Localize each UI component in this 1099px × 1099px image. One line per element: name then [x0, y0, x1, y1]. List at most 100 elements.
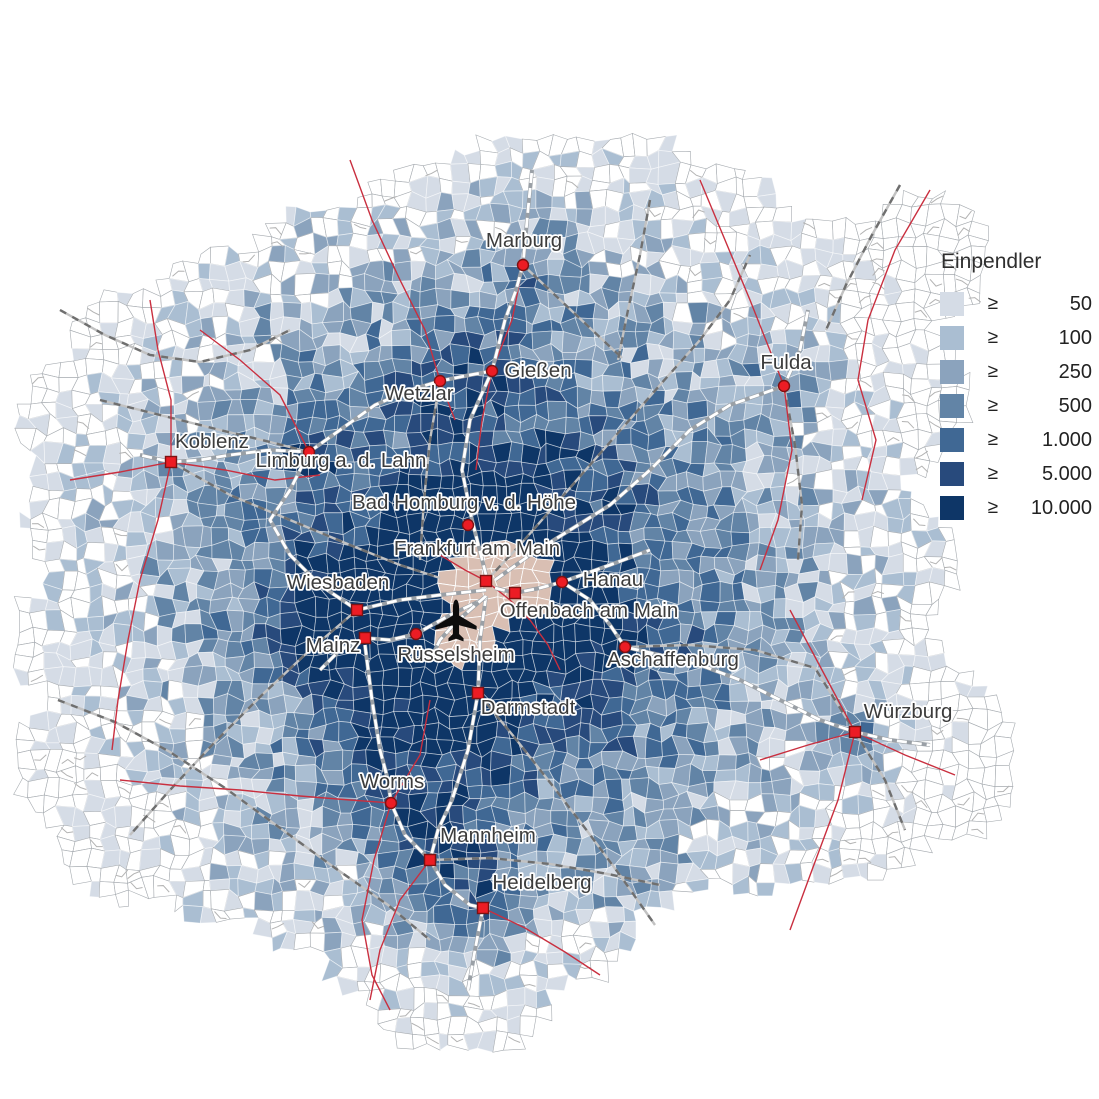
- city-marker-fulda: [777, 379, 791, 393]
- city-label-frankfurt: Frankfurt am Main: [394, 537, 560, 560]
- city-label-marburg: Marburg: [486, 229, 562, 252]
- city-label-offenbach: Offenbach am Main: [500, 599, 679, 622]
- municipality-cell: [185, 726, 204, 742]
- municipality-cell: [632, 132, 648, 157]
- municipality-cell: [139, 361, 156, 380]
- municipality-cell: [522, 769, 539, 781]
- municipality-cell: [28, 710, 50, 732]
- municipality-cell: [699, 600, 721, 613]
- municipality-cell: [397, 667, 413, 687]
- municipality-cell: [675, 292, 689, 304]
- municipality-cell: [174, 894, 184, 913]
- municipality-cell: [913, 318, 933, 331]
- legend-rows: ≥50 ≥100 ≥250 ≥500 ≥1.000 ≥5.000 ≥10.000: [940, 287, 1092, 525]
- municipality-cell: [909, 613, 929, 631]
- municipality-cell: [813, 469, 834, 491]
- municipality-cell: [615, 427, 632, 446]
- municipality-cell: [478, 850, 499, 871]
- municipality-cell: [536, 778, 555, 800]
- municipality-cell: [660, 218, 674, 240]
- municipality-cell: [32, 539, 48, 562]
- legend-class-value: 250: [1058, 360, 1092, 383]
- city-label-ruesselsheim: Rüsselsheim: [397, 643, 514, 666]
- municipality-cell: [130, 805, 146, 829]
- municipality-cell: [406, 961, 422, 979]
- city-label-aschaffenburg: Aschaffenburg: [607, 648, 739, 671]
- municipality-cell: [832, 217, 847, 241]
- municipality-cell: [13, 777, 29, 799]
- municipality-cell: [703, 740, 720, 757]
- municipality-cell: [818, 783, 836, 802]
- municipality-cell: [943, 569, 961, 591]
- greater-equal-symbol: ≥: [987, 497, 999, 518]
- municipality-cell: [604, 906, 626, 924]
- municipality-cell: [314, 596, 330, 618]
- municipality-cell: [368, 474, 380, 488]
- city-marker-wuerzburg: [848, 725, 862, 739]
- municipality-cell: [845, 553, 864, 576]
- city-label-bad-homburg: Bad Homburg v. d. Höhe: [352, 491, 576, 514]
- city-label-mainz: Mainz: [306, 634, 361, 657]
- municipality-cell: [367, 178, 383, 197]
- municipality-cell: [202, 713, 215, 728]
- municipality-cell: [755, 554, 777, 573]
- municipality-cell: [394, 1031, 414, 1050]
- municipality-cell: [293, 932, 311, 951]
- city-marker-giessen: [485, 364, 499, 378]
- municipality-cell: [693, 347, 706, 364]
- municipality-cell: [271, 764, 286, 781]
- municipality-cell: [828, 359, 849, 382]
- municipality-cell: [211, 344, 228, 363]
- city-label-wetzlar: Wetzlar: [384, 382, 453, 405]
- municipality-cell: [215, 503, 226, 517]
- municipality-cell: [408, 288, 421, 309]
- municipality-cell: [423, 987, 438, 1004]
- municipality-cell: [394, 1016, 413, 1035]
- municipality-cell: [885, 608, 902, 634]
- greater-equal-symbol: ≥: [987, 361, 999, 382]
- municipality-cell: [469, 290, 481, 308]
- city-marker-frankfurt: [479, 574, 493, 588]
- municipality-cell: [592, 670, 603, 680]
- city-label-hanau: Hanau: [583, 568, 643, 591]
- municipality-cell: [158, 404, 175, 416]
- municipality-cell: [320, 749, 344, 772]
- greater-equal-symbol: ≥: [987, 293, 999, 314]
- map-legend: Einpendler ≥50 ≥100 ≥250 ≥500 ≥1.000 ≥5.000 ≥1…: [940, 250, 1092, 525]
- municipality-cell: [88, 666, 103, 687]
- municipality-cell: [412, 1033, 428, 1050]
- municipality-cell: [574, 622, 591, 643]
- municipality-cell: [925, 598, 940, 616]
- municipality-cell: [715, 385, 737, 405]
- municipality-cell: [506, 986, 526, 1007]
- municipality-cell: [449, 343, 471, 367]
- municipality-cell: [466, 784, 483, 800]
- municipality-cell: [551, 196, 566, 209]
- legend-swatch: [940, 394, 964, 418]
- municipality-cell: [185, 711, 205, 730]
- city-marker-mainz: [358, 631, 372, 645]
- municipality-cell: [719, 581, 735, 604]
- municipality-cell: [391, 344, 412, 361]
- city-marker-mannheim: [423, 853, 437, 867]
- legend-class-value: 50: [1069, 292, 1092, 315]
- municipality-cell: [451, 180, 471, 195]
- legend-row: ≥50: [940, 287, 1092, 321]
- greater-equal-symbol: ≥: [987, 463, 999, 484]
- city-marker-offenbach: [508, 586, 522, 600]
- municipality-cell: [714, 611, 737, 627]
- municipality-cell: [771, 777, 793, 796]
- municipality-cell: [27, 794, 45, 814]
- municipality-cell: [182, 904, 204, 924]
- city-label-worms: Worms: [360, 770, 425, 793]
- municipality-cell: [747, 316, 762, 337]
- municipality-cell: [13, 596, 32, 614]
- legend-swatch: [940, 360, 964, 384]
- municipality-cell: [881, 571, 905, 587]
- municipality-cell: [755, 882, 776, 897]
- city-marker-marburg: [516, 258, 530, 272]
- municipality-cell: [209, 763, 231, 780]
- municipality-cell: [993, 792, 1012, 808]
- municipality-cell: [601, 374, 625, 392]
- municipality-cell: [591, 164, 611, 184]
